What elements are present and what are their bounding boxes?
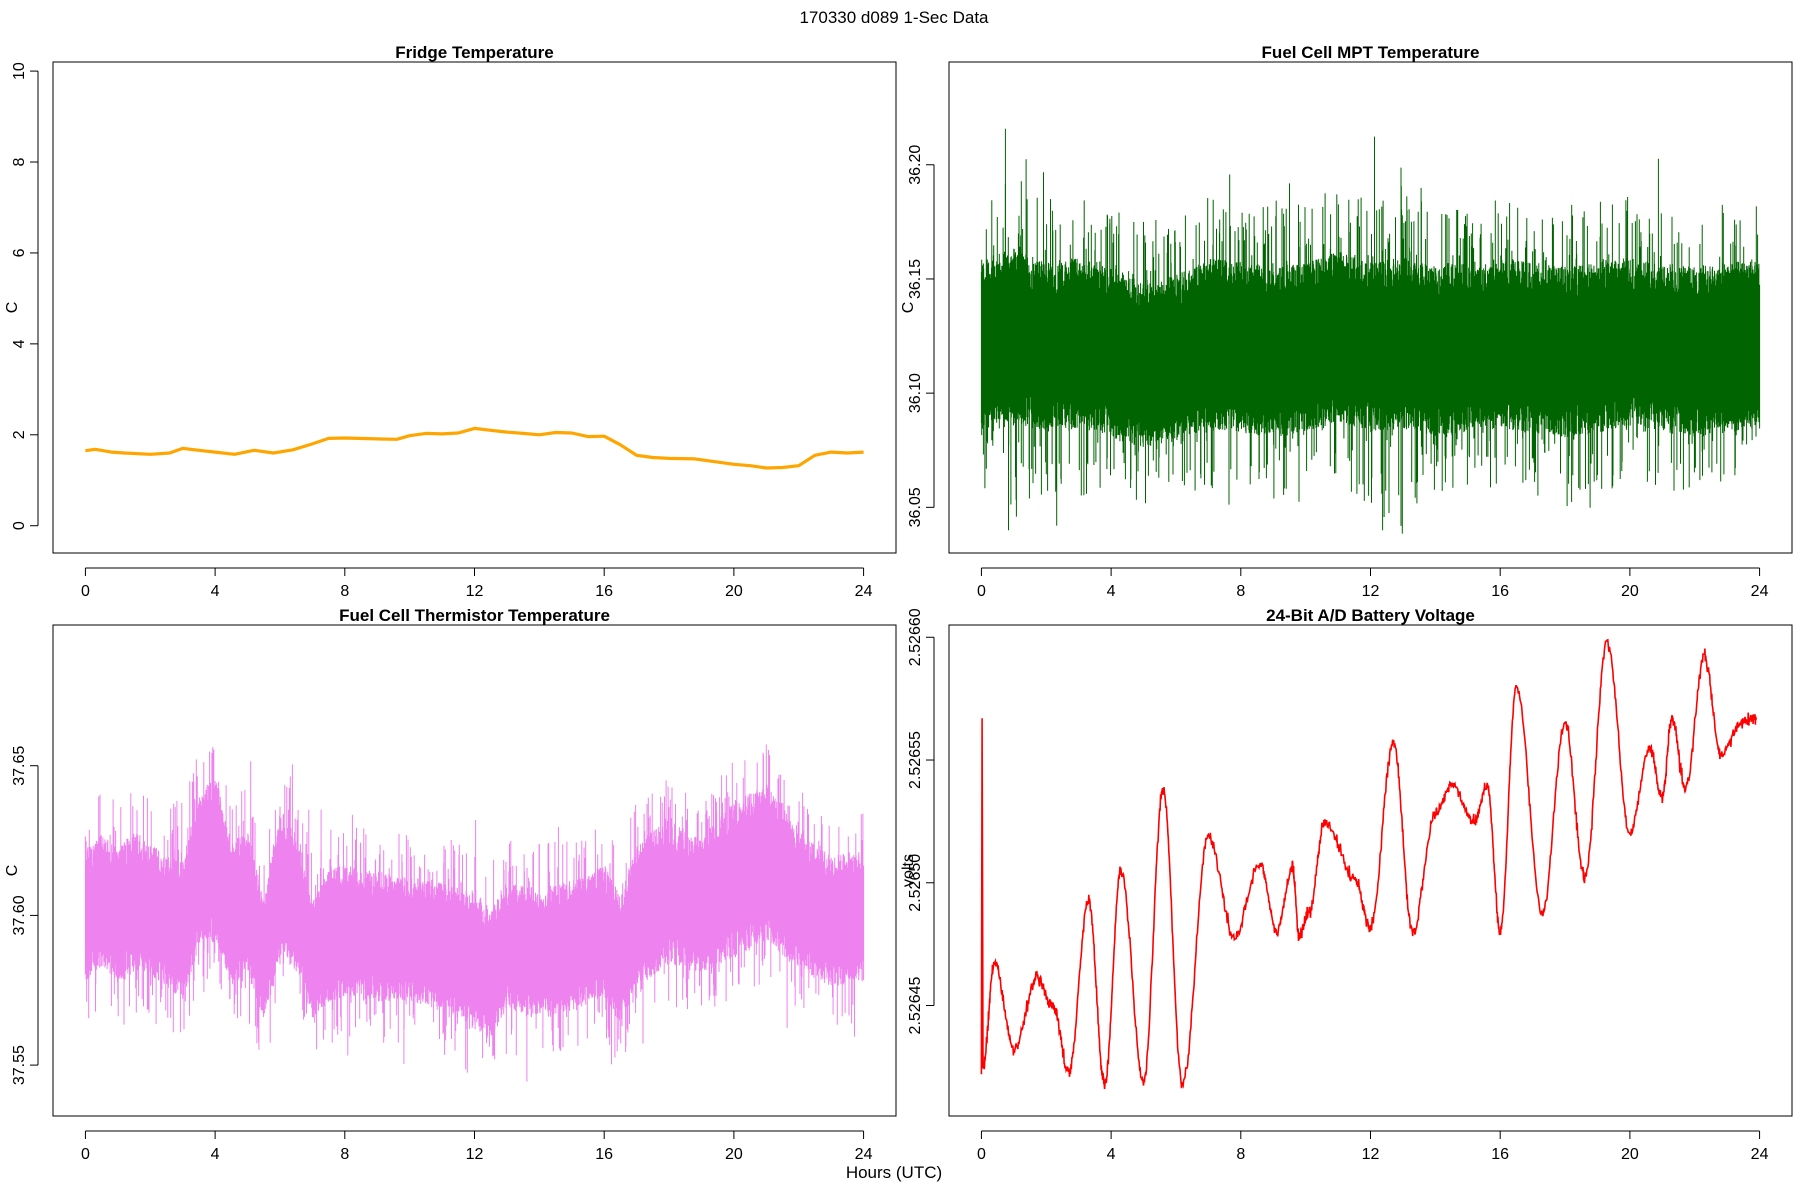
mpt-y-axis: 36.05 36.10 36.15 36.20 (907, 145, 935, 527)
thermistor-spikes (112, 761, 855, 1082)
fridge-x-tick-label: 24 (855, 583, 873, 600)
mpt-y-tick-label: 36.20 (907, 145, 924, 185)
fridge-plot-frame (52, 61, 897, 554)
mpt-temperature-panel: Fuel Cell MPT Temperature 0 4 8 12 16 20 24 36.0… (900, 43, 1793, 600)
battery-title: 24-Bit A/D Battery Voltage (1266, 606, 1475, 625)
thermistor-y-label: C (4, 865, 21, 877)
fridge-y-tick-label: 8 (11, 157, 28, 166)
thermistor-x-tick-label: 0 (81, 1146, 90, 1163)
fridge-y-tick-label: 6 (11, 248, 28, 257)
fridge-x-tick-label: 8 (340, 583, 349, 600)
fridge-line (85, 426, 864, 470)
battery-x-tick-label: 8 (1236, 1146, 1245, 1163)
battery-line (980, 638, 1758, 1090)
battery-series (980, 638, 1758, 1090)
fridge-y-tick-label: 4 (11, 339, 28, 348)
thermistor-x-tick-label: 16 (595, 1146, 613, 1163)
fridge-y-label: C (4, 302, 21, 314)
mpt-x-tick-label: 0 (977, 583, 986, 600)
mpt-plot-frame (948, 61, 1793, 554)
fridge-x-tick-label: 20 (725, 583, 743, 600)
battery-y-tick-label: 2.52660 (907, 608, 924, 666)
thermistor-y-tick-label: 37.55 (11, 1045, 28, 1085)
battery-x-tick-label: 16 (1491, 1146, 1509, 1163)
mpt-spikes (984, 128, 1723, 531)
figure-xlabel: Hours (UTC) (846, 1163, 942, 1182)
battery-y-tick-label: 2.52645 (907, 977, 924, 1035)
thermistor-title: Fuel Cell Thermistor Temperature (339, 606, 610, 625)
mpt-x-axis: 0 4 8 12 16 20 24 (977, 567, 1769, 600)
battery-x-tick-label: 4 (1107, 1146, 1116, 1163)
thermistor-temperature-panel: Fuel Cell Thermistor Temperature 0 4 8 12 16 2… (4, 606, 897, 1163)
battery-x-tick-label: 0 (977, 1146, 986, 1163)
mpt-title: Fuel Cell MPT Temperature (1262, 43, 1480, 62)
battery-x-tick-label: 12 (1362, 1146, 1380, 1163)
fridge-series (85, 426, 864, 470)
thermistor-x-tick-label: 8 (340, 1146, 349, 1163)
thermistor-y-tick-label: 37.60 (11, 895, 28, 935)
battery-x-tick-label: 20 (1621, 1146, 1639, 1163)
fridge-title: Fridge Temperature (395, 43, 553, 62)
thermistor-x-tick-label: 4 (211, 1146, 220, 1163)
battery-plot-frame (948, 624, 1793, 1117)
thermistor-y-tick-label: 37.65 (11, 746, 28, 786)
thermistor-x-tick-label: 12 (466, 1146, 484, 1163)
mpt-band (980, 167, 1761, 534)
battery-x-axis: 0 4 8 12 16 20 24 (977, 1130, 1769, 1163)
fridge-y-axis: 0 2 4 6 8 10 (11, 62, 39, 530)
fridge-y-tick-label: 10 (11, 62, 28, 80)
thermistor-x-axis: 0 4 8 12 16 20 24 (81, 1130, 873, 1163)
thermistor-plot-frame (52, 624, 897, 1117)
fridge-x-axis: 0 4 8 12 16 20 24 (81, 567, 873, 600)
battery-y-tick-label: 2.52655 (907, 731, 924, 789)
mpt-x-tick-label: 8 (1236, 583, 1245, 600)
fridge-y-tick-label: 0 (11, 521, 28, 530)
mpt-series (980, 128, 1761, 534)
mpt-y-tick-label: 36.05 (907, 487, 924, 527)
battery-y-tick-label: 2.52650 (907, 854, 924, 912)
mpt-x-tick-label: 24 (1751, 583, 1769, 600)
fridge-x-tick-label: 4 (211, 583, 220, 600)
figure-title: 170330 d089 1-Sec Data (799, 8, 989, 27)
thermistor-x-tick-label: 24 (855, 1146, 873, 1163)
thermistor-band (84, 744, 865, 1070)
fridge-x-tick-label: 16 (595, 583, 613, 600)
thermistor-x-tick-label: 20 (725, 1146, 743, 1163)
thermistor-series (84, 744, 865, 1082)
battery-x-tick-label: 24 (1751, 1146, 1769, 1163)
mpt-x-tick-label: 16 (1491, 583, 1509, 600)
battery-voltage-panel: 24-Bit A/D Battery Voltage 0 4 8 12 16 20 24 2.5… (900, 606, 1793, 1163)
thermistor-y-axis: 37.55 37.60 37.65 (11, 746, 39, 1085)
mpt-x-tick-label: 12 (1362, 583, 1380, 600)
battery-y-axis: 2.52645 2.52650 2.52655 2.52660 (907, 608, 935, 1035)
fridge-y-tick-label: 2 (11, 430, 28, 439)
fridge-x-tick-label: 12 (466, 583, 484, 600)
mpt-x-tick-label: 4 (1107, 583, 1116, 600)
mpt-y-label: C (900, 302, 917, 314)
mpt-y-tick-label: 36.10 (907, 373, 924, 413)
fridge-x-tick-label: 0 (81, 583, 90, 600)
battery-y-label: volts (900, 854, 917, 887)
mpt-x-tick-label: 20 (1621, 583, 1639, 600)
mpt-y-tick-label: 36.15 (907, 259, 924, 299)
